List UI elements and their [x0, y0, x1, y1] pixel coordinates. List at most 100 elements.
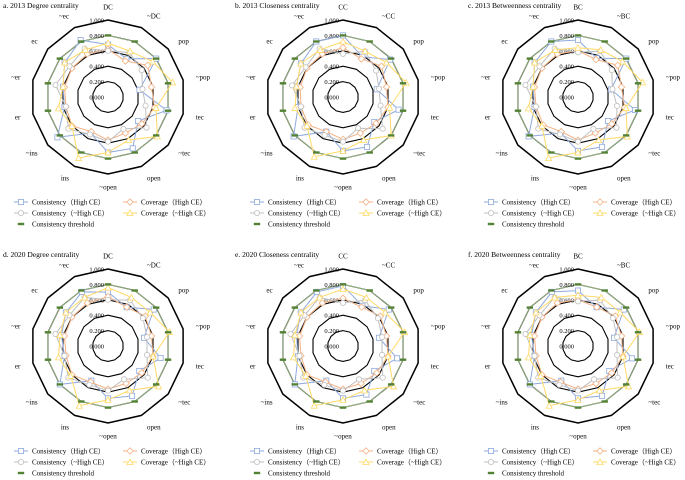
data-point-consistency_nhigh	[379, 334, 386, 341]
data-point-coverage_nhigh	[148, 57, 157, 65]
axis-label: pop	[648, 286, 659, 294]
data-point-coverage_nhigh	[389, 382, 398, 390]
data-point-consistency_high	[629, 355, 636, 362]
data-point-coverage_nhigh	[339, 147, 347, 154]
axis-label: tec	[431, 363, 439, 371]
data-point-coverage_high	[357, 303, 366, 311]
data-point-coverage_nhigh	[382, 58, 391, 66]
axis-label: ec	[501, 286, 507, 294]
legend: Consistency（High CE） Coverage（High CE） Con…	[14, 447, 210, 478]
legend-label-threshold: Consistency threshold	[32, 221, 95, 229]
tick-label: 0.800	[559, 33, 574, 40]
data-point-coverage_high	[147, 83, 156, 91]
legend-label-coverage_high: Coverage（High CE）	[611, 448, 677, 456]
data-point-coverage_nhigh	[381, 308, 389, 316]
axis-label: pop	[178, 37, 189, 45]
data-point-consistency_high	[599, 392, 606, 399]
grid-ring	[327, 330, 359, 362]
data-point-coverage_nhigh	[624, 382, 633, 390]
tick-label: 0.200	[559, 79, 574, 86]
data-point-coverage_high	[607, 369, 616, 377]
data-point-consistency_nhigh	[339, 138, 346, 145]
data-point-coverage_nhigh	[616, 308, 624, 316]
legend: Consistency（High CE） Coverage（High CE） Con…	[14, 198, 210, 229]
axis-label: ec	[266, 286, 272, 294]
series-line-consistency_high	[293, 34, 400, 152]
data-point-consistency_nhigh	[302, 64, 309, 71]
data-point-coverage_high	[553, 299, 562, 307]
legend-label-threshold: Consistency threshold	[268, 221, 331, 229]
axis-label: er	[250, 363, 256, 371]
data-point-coverage_nhigh	[291, 331, 299, 339]
data-point-consistency_nhigh	[66, 63, 73, 70]
axis-label: BC	[573, 253, 583, 261]
axis-label: er	[250, 114, 256, 122]
panel-title: c. 2013 Betweenness centrality	[468, 1, 562, 10]
data-point-coverage_nhigh	[339, 37, 347, 45]
legend-marker-consistency_high	[487, 198, 494, 205]
data-point-coverage_high	[121, 57, 130, 65]
tick-label: 0.200	[559, 328, 574, 335]
tick-label: 0.400	[559, 313, 574, 320]
data-point-coverage_nhigh	[146, 308, 154, 316]
data-point-consistency_nhigh	[144, 334, 151, 341]
axis-label: ~ec	[59, 12, 69, 20]
data-point-consistency_nhigh	[139, 315, 146, 322]
tick-label: 0.200	[89, 328, 104, 335]
data-point-coverage_nhigh	[361, 47, 369, 55]
data-point-consistency_nhigh	[377, 102, 384, 109]
axis-label: ins	[296, 424, 304, 432]
legend: Consistency（High CE） Coverage（High CE） Con…	[484, 447, 680, 478]
data-point-consistency_nhigh	[52, 331, 59, 338]
data-point-consistency_nhigh	[143, 124, 150, 131]
data-point-coverage_nhigh	[74, 154, 83, 162]
data-point-coverage_high	[357, 55, 366, 63]
data-point-consistency_nhigh	[556, 381, 563, 388]
legend-label-consistency_nhigh: Consistency（~High CE）	[502, 210, 579, 218]
axis-label: ~open	[334, 433, 352, 441]
axis-label: ~tec	[178, 399, 190, 407]
data-point-coverage_nhigh	[54, 104, 63, 112]
data-point-coverage_nhigh	[339, 285, 347, 293]
grid-ring	[32, 19, 184, 175]
data-point-coverage_nhigh	[81, 45, 89, 53]
legend-marker-coverage_high	[362, 447, 370, 455]
tick-label: 0.400	[89, 64, 104, 71]
legend-marker-consistency_nhigh	[253, 458, 260, 465]
axis-label: DC	[103, 253, 113, 261]
data-point-consistency_nhigh	[105, 47, 112, 54]
axis-label: ~er	[481, 74, 491, 82]
axis-label: BC	[573, 4, 583, 12]
data-point-coverage_nhigh	[551, 45, 559, 53]
axis-label: pop	[648, 37, 659, 45]
data-point-consistency_nhigh	[614, 374, 621, 381]
data-point-coverage_nhigh	[104, 39, 112, 47]
grid-ring	[297, 50, 389, 144]
data-point-coverage_nhigh	[524, 353, 533, 361]
data-point-coverage_nhigh	[67, 371, 75, 379]
axis-label: ~er	[11, 74, 21, 82]
axis-label: er	[485, 363, 491, 371]
axis-label: ~BC	[617, 261, 630, 269]
grid-ring	[32, 268, 184, 424]
radar-panel: a. 2013 Degree centrality 0.000 0.200 0.400…	[3, 1, 210, 229]
tick-label: 0.400	[324, 64, 339, 71]
tick-label: 0.000	[324, 344, 339, 351]
axis-label: open	[382, 424, 396, 432]
axis-label: ~ec	[529, 12, 539, 20]
data-point-coverage_nhigh	[545, 401, 553, 409]
data-point-consistency_high	[77, 37, 84, 44]
data-point-coverage_nhigh	[574, 396, 582, 403]
grid-ring	[77, 65, 139, 129]
data-point-coverage_nhigh	[310, 152, 318, 160]
legend-label-coverage_high: Coverage（High CE）	[141, 448, 207, 456]
data-point-coverage_nhigh	[574, 43, 582, 51]
data-point-consistency_nhigh	[522, 82, 529, 89]
data-point-consistency_nhigh	[144, 374, 151, 381]
axis-label: DC	[103, 4, 113, 12]
data-point-coverage_nhigh	[60, 58, 69, 66]
tick-label: 0.200	[324, 328, 339, 335]
data-point-consistency_nhigh	[105, 138, 112, 145]
data-point-coverage_high	[83, 50, 92, 58]
